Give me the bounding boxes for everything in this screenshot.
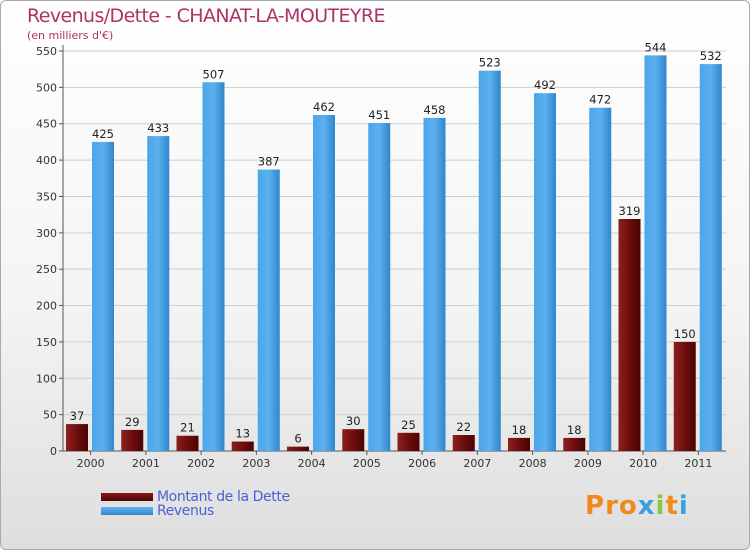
bar-dette bbox=[452, 435, 475, 451]
x-tick-label: 2003 bbox=[242, 457, 270, 470]
data-label-revenus: 462 bbox=[313, 100, 335, 114]
logo-letter: r bbox=[605, 491, 619, 521]
x-tick-label: 2008 bbox=[519, 457, 547, 470]
logo-letter: o bbox=[618, 491, 638, 521]
bar-revenus bbox=[478, 70, 501, 452]
bar-revenus bbox=[534, 93, 556, 451]
data-label-dette: 37 bbox=[70, 409, 85, 423]
data-label-dette: 30 bbox=[346, 414, 361, 428]
bar-revenus bbox=[147, 136, 170, 451]
data-label-dette: 18 bbox=[567, 423, 582, 437]
data-label-dette: 29 bbox=[125, 415, 140, 429]
x-tick-label: 2002 bbox=[187, 457, 215, 470]
bar-dette bbox=[618, 219, 641, 451]
bar-dette bbox=[342, 429, 365, 451]
y-tick-label: 100 bbox=[36, 372, 57, 385]
data-label-revenus: 492 bbox=[534, 78, 556, 92]
legend-item-revenus: Revenus bbox=[101, 502, 214, 519]
y-tick-label: 400 bbox=[36, 154, 57, 167]
y-tick-label: 500 bbox=[36, 81, 57, 94]
legend-label-dette: Montant de la Dette bbox=[157, 488, 290, 505]
bar-dette bbox=[231, 441, 254, 451]
logo-letter: t bbox=[665, 491, 679, 521]
bar-dette bbox=[397, 432, 420, 451]
bar-revenus bbox=[313, 115, 335, 451]
x-tick-label: 2011 bbox=[684, 457, 712, 470]
bar-revenus bbox=[368, 123, 391, 451]
y-tick-label: 50 bbox=[43, 409, 57, 422]
bar-dette bbox=[66, 424, 88, 451]
x-tick-label: 2001 bbox=[132, 457, 160, 470]
x-tick-label: 2006 bbox=[408, 457, 436, 470]
x-tick-label: 2009 bbox=[574, 457, 602, 470]
legend-swatch-revenus bbox=[101, 506, 153, 515]
logo-letter: i bbox=[678, 491, 689, 521]
bar-revenus bbox=[644, 55, 667, 451]
proxiti-logo: Proxiti bbox=[585, 491, 689, 521]
y-tick-label: 350 bbox=[36, 190, 57, 203]
x-tick-label: 2010 bbox=[629, 457, 657, 470]
bar-revenus bbox=[589, 107, 612, 452]
bar-revenus bbox=[92, 141, 114, 451]
y-tick-label: 550 bbox=[36, 45, 57, 58]
legend-label-revenus: Revenus bbox=[157, 502, 214, 519]
bar-revenus bbox=[257, 169, 280, 451]
bar-revenus bbox=[699, 64, 722, 451]
legend-item-dette: Montant de la Dette bbox=[101, 488, 290, 505]
bar-dette bbox=[176, 435, 199, 451]
data-label-revenus: 507 bbox=[203, 67, 225, 81]
data-label-dette: 22 bbox=[456, 420, 471, 434]
data-label-dette: 21 bbox=[180, 421, 195, 435]
bar-dette bbox=[563, 437, 586, 451]
data-label-dette: 319 bbox=[619, 204, 641, 218]
chart-subtitle: (en milliers d'€) bbox=[27, 29, 114, 42]
logo-letter: P bbox=[585, 491, 606, 521]
chart-title: Revenus/Dette - CHANAT-LA-MOUTEYRE bbox=[27, 5, 386, 27]
data-label-revenus: 433 bbox=[147, 121, 169, 135]
data-label-dette: 13 bbox=[235, 427, 250, 441]
data-label-revenus: 425 bbox=[92, 127, 114, 141]
data-label-revenus: 523 bbox=[479, 56, 501, 70]
data-label-dette: 6 bbox=[294, 432, 301, 446]
logo-letter: x bbox=[637, 491, 656, 521]
bar-dette bbox=[508, 437, 530, 451]
x-tick-label: 2000 bbox=[77, 457, 105, 470]
y-tick-label: 250 bbox=[36, 263, 57, 276]
bar-revenus bbox=[202, 82, 225, 451]
bar-revenus bbox=[423, 117, 446, 451]
y-tick-label: 0 bbox=[50, 445, 57, 458]
y-tick-label: 300 bbox=[36, 227, 57, 240]
bar-dette bbox=[673, 341, 696, 451]
x-tick-label: 2007 bbox=[463, 457, 491, 470]
logo-letter: i bbox=[655, 491, 666, 521]
legend-swatch-dette bbox=[101, 492, 153, 501]
data-label-revenus: 387 bbox=[258, 155, 280, 169]
x-tick-label: 2004 bbox=[298, 457, 326, 470]
data-label-revenus: 458 bbox=[424, 103, 446, 117]
data-label-revenus: 544 bbox=[645, 40, 667, 54]
data-label-revenus: 472 bbox=[589, 93, 611, 107]
data-label-dette: 18 bbox=[512, 423, 527, 437]
x-tick-label: 2005 bbox=[353, 457, 381, 470]
bar-dette bbox=[121, 429, 144, 451]
data-label-revenus: 451 bbox=[368, 108, 390, 122]
data-label-dette: 150 bbox=[674, 327, 696, 341]
bar-dette bbox=[287, 446, 309, 451]
y-tick-label: 150 bbox=[36, 336, 57, 349]
data-label-dette: 25 bbox=[401, 418, 416, 432]
y-tick-label: 200 bbox=[36, 300, 57, 313]
y-tick-label: 450 bbox=[36, 118, 57, 131]
data-label-revenus: 532 bbox=[700, 49, 722, 63]
